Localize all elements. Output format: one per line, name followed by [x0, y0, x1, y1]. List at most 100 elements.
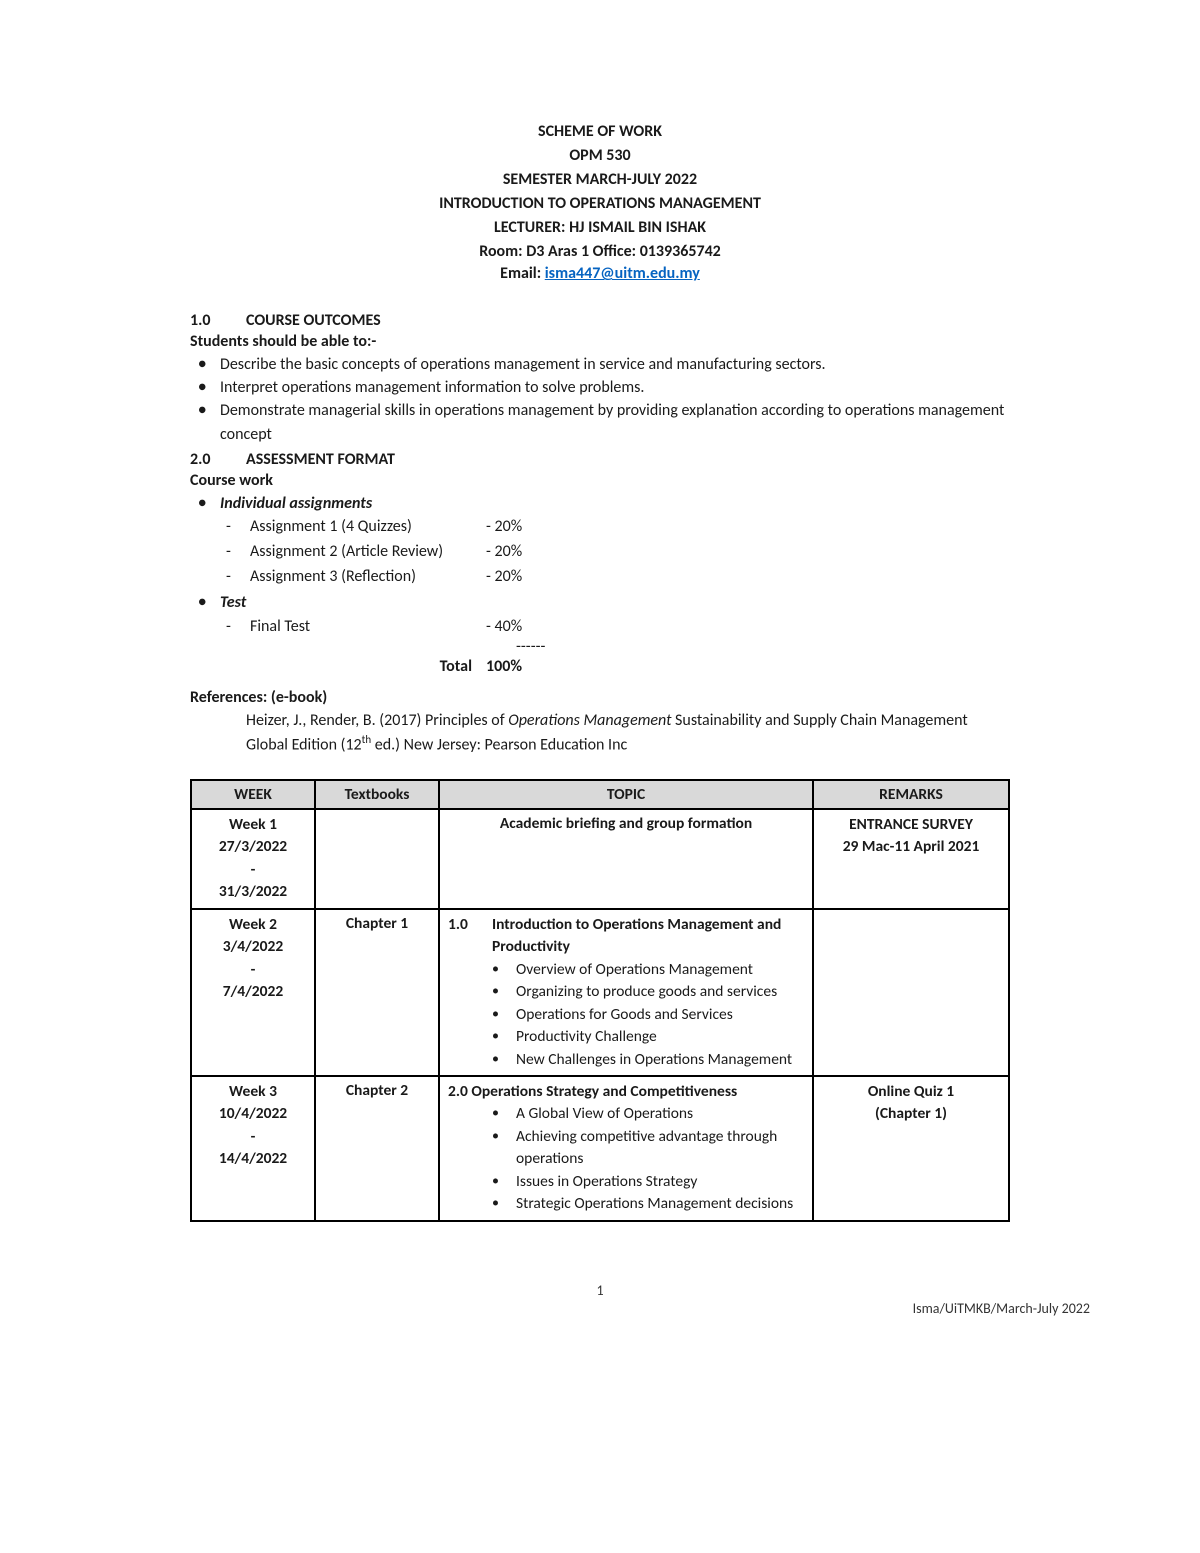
dash-icon: -: [220, 565, 250, 590]
total-row: Total 100%: [220, 655, 1010, 680]
test-pct: - 40%: [486, 615, 546, 640]
week-line: 7/4/2022: [200, 981, 306, 1003]
header-line-3: SEMESTER MARCH-JULY 2022: [190, 168, 1010, 192]
subpoint-text: Overview of Operations Management: [516, 959, 753, 981]
assignment-name: Assignment 2 (Article Review): [250, 540, 486, 565]
topic-number: 1.0: [448, 914, 492, 959]
header-line-2: OPM 530: [190, 144, 1010, 168]
references-body: Heizer, J., Render, B. (2017) Principles…: [190, 709, 1010, 757]
bullet-icon: •: [492, 1171, 516, 1193]
subpoint-text: Operations for Goods and Services: [516, 1004, 733, 1026]
list-item: •Organizing to produce goods and service…: [492, 981, 804, 1003]
header-email-line: Email: isma447@uitm.edu.my: [190, 264, 1010, 283]
bullet-icon: •: [492, 1126, 516, 1171]
course-outcomes-list: ●Describe the basic concepts of operatio…: [190, 353, 1010, 446]
assignment-name: Assignment 3 (Reflection): [250, 565, 486, 590]
page-number: 1: [190, 1282, 1010, 1299]
subpoint-text: Strategic Operations Management decision…: [516, 1193, 793, 1215]
bullet-icon: •: [492, 1026, 516, 1048]
list-item: •Productivity Challenge: [492, 1026, 804, 1048]
test-name: Final Test: [250, 615, 486, 640]
section-1-intro: Students should be able to:-: [190, 332, 1010, 351]
bullet-icon: ●: [190, 376, 220, 397]
document-header: SCHEME OF WORK OPM 530 SEMESTER MARCH-JU…: [190, 120, 1010, 283]
assignment-row: - Assignment 3 (Reflection) - 20%: [220, 565, 1010, 590]
week-cell: Week 1 27/3/2022 - 31/3/2022: [191, 809, 315, 909]
subpoint-text: New Challenges in Operations Management: [516, 1049, 792, 1071]
coursework-label: Course work: [190, 471, 1010, 490]
header-line-1: SCHEME OF WORK: [190, 120, 1010, 144]
bullet-icon: •: [492, 1103, 516, 1125]
week-line: -: [200, 859, 306, 881]
section-1-number: 1.0: [190, 311, 246, 330]
week-line: Week 1: [200, 814, 306, 836]
remarks-line: (Chapter 1): [822, 1103, 1000, 1125]
section-2-heading: 2.0 ASSESSMENT FORMAT: [190, 450, 1010, 469]
total-label: Total: [220, 655, 486, 680]
list-item: ●Interpret operations management informa…: [190, 376, 1010, 399]
topic-heading: 1.0 Introduction to Operations Managemen…: [448, 914, 804, 959]
assignment-pct: - 20%: [486, 565, 546, 590]
section-2-number: 2.0: [190, 450, 246, 469]
test-list: ●Test: [190, 591, 1010, 614]
remarks-line: ENTRANCE SURVEY: [822, 814, 1000, 836]
bullet-icon: ●: [190, 399, 220, 420]
bullet-icon: ●: [190, 591, 220, 612]
topic-heading: 2.0 Operations Strategy and Competitiven…: [448, 1081, 804, 1103]
list-item: •Operations for Goods and Services: [492, 1004, 804, 1026]
week-line: 27/3/2022: [200, 836, 306, 858]
header-remarks: REMARKS: [813, 780, 1009, 809]
bullet-icon: •: [492, 1049, 516, 1071]
textbook-cell: [315, 809, 439, 909]
bullet-icon: •: [492, 959, 516, 981]
outcome-text: Demonstrate managerial skills in operati…: [220, 399, 1010, 445]
list-item: •Overview of Operations Management: [492, 959, 804, 981]
topic-title: Operations Strategy and Competitiveness: [471, 1082, 737, 1101]
section-2-title: ASSESSMENT FORMAT: [246, 450, 395, 469]
section-1-heading: 1.0 COURSE OUTCOMES: [190, 311, 1010, 330]
table-row: Week 3 10/4/2022 - 14/4/2022 Chapter 2 2…: [191, 1076, 1009, 1221]
topic-title: Introduction to Operations Management an…: [492, 914, 804, 959]
assignments-block: - Assignment 1 (4 Quizzes) - 20% - Assig…: [190, 515, 1010, 589]
email-link[interactable]: isma447@uitm.edu.my: [545, 264, 700, 283]
test-label: Test: [220, 591, 1010, 614]
header-topic: TOPIC: [439, 780, 813, 809]
week-line: Week 3: [200, 1081, 306, 1103]
remarks-line: 29 Mac-11 April 2021: [822, 836, 1000, 858]
header-line-5: LECTURER: HJ ISMAIL BIN ISHAK: [190, 216, 1010, 240]
header-week: WEEK: [191, 780, 315, 809]
bullet-icon: ●: [190, 353, 220, 374]
email-label: Email:: [500, 264, 545, 283]
ref-post2: ed.) New Jersey: Pearson Education Inc: [371, 736, 627, 755]
header-textbooks: Textbooks: [315, 780, 439, 809]
footer-right-text: Isma/UiTMKB/March-July 2022: [913, 1300, 1090, 1317]
list-item: •A Global View of Operations: [492, 1103, 804, 1125]
bullet-icon: ●: [190, 492, 220, 513]
week-line: -: [200, 959, 306, 981]
list-item: •Achieving competitive advantage through…: [492, 1126, 804, 1171]
week-line: 31/3/2022: [200, 881, 306, 903]
topic-cell: 2.0 Operations Strategy and Competitiven…: [439, 1076, 813, 1221]
topic-subpoints: •A Global View of Operations •Achieving …: [448, 1103, 804, 1215]
dash-icon: -: [220, 515, 250, 540]
test-row: - Final Test - 40%: [220, 615, 1010, 640]
list-item: ●Demonstrate managerial skills in operat…: [190, 399, 1010, 445]
assessment-list: ●Individual assignments: [190, 492, 1010, 515]
topic-number: 2.0: [448, 1082, 468, 1101]
individual-assignments-label: Individual assignments: [220, 492, 1010, 515]
header-line-4: INTRODUCTION TO OPERATIONS MANAGEMENT: [190, 192, 1010, 216]
ref-sup: th: [362, 733, 371, 746]
textbook-cell: Chapter 1: [315, 909, 439, 1076]
list-item: •Issues in Operations Strategy: [492, 1171, 804, 1193]
dash-icon: -: [220, 615, 250, 640]
week-cell: Week 3 10/4/2022 - 14/4/2022: [191, 1076, 315, 1221]
outcome-text: Describe the basic concepts of operation…: [220, 353, 1010, 376]
assignment-pct: - 20%: [486, 540, 546, 565]
topic-cell: Academic briefing and group formation: [439, 809, 813, 909]
divider: ------: [516, 639, 545, 655]
bullet-icon: •: [492, 1004, 516, 1026]
remarks-cell: ENTRANCE SURVEY 29 Mac-11 April 2021: [813, 809, 1009, 909]
list-item: ●Describe the basic concepts of operatio…: [190, 353, 1010, 376]
week-line: -: [200, 1126, 306, 1148]
subpoint-text: Issues in Operations Strategy: [516, 1171, 697, 1193]
